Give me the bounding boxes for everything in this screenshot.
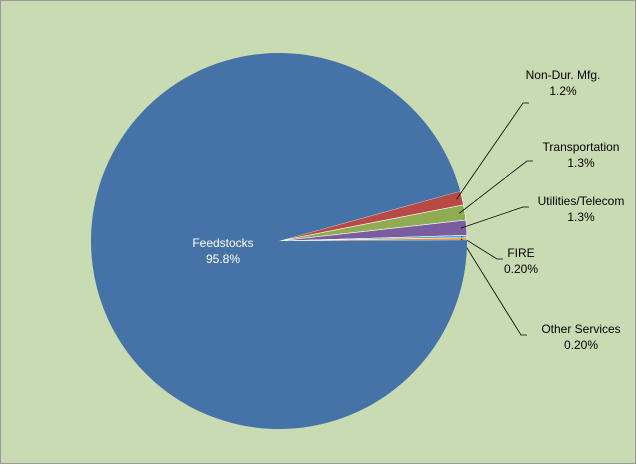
pie-slice-other-services — [278, 237, 468, 242]
pie-slice-feedstocks — [90, 53, 468, 430]
slice-label-fire: FIRE — [507, 246, 534, 260]
slice-value-utilities-telecom: 1.3% — [567, 210, 595, 224]
leader-line-utilities-telecom — [460, 206, 529, 229]
slice-label-non-dur-mfg: Non-Dur. Mfg. — [526, 68, 601, 82]
slice-value-transportation: 1.3% — [567, 156, 595, 170]
slice-value-fire: 0.20% — [504, 262, 538, 276]
leader-line-fire — [461, 236, 503, 260]
slice-label-feedstocks: Feedstocks — [192, 236, 253, 250]
leader-line-non-dur-mfg — [456, 102, 529, 200]
slice-value-non-dur-mfg: 1.2% — [549, 84, 577, 98]
slice-value-other-services: 0.20% — [564, 338, 598, 352]
slice-label-transportation: Transportation — [543, 140, 620, 154]
leader-line-transportation — [458, 160, 533, 214]
slice-value-feedstocks: 95.8% — [206, 252, 240, 266]
leader-line-other-services — [461, 238, 527, 336]
slice-label-other-services: Other Services — [541, 322, 620, 336]
slice-label-utilities-telecom: Utilities/Telecom — [538, 194, 625, 208]
